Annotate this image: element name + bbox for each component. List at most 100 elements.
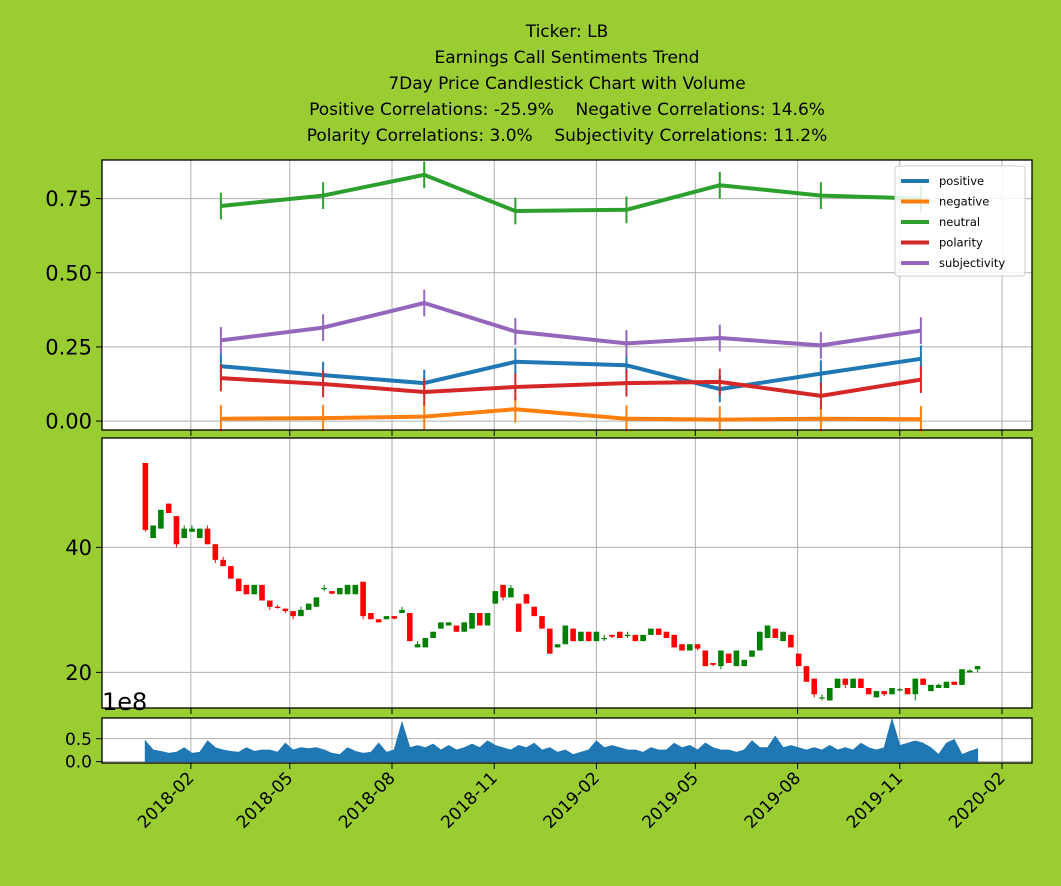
candle-body [508, 588, 514, 598]
candle-body [305, 603, 312, 610]
candle-body [298, 609, 304, 617]
candle-body [718, 650, 724, 667]
candle-body [904, 688, 911, 695]
candle-body [181, 528, 188, 538]
volume-frame [101, 717, 1033, 764]
candle-body [189, 528, 195, 532]
volume-area [144, 717, 979, 763]
legend-label-neutral: neutral [939, 215, 980, 229]
candle-body [702, 650, 709, 667]
candle-body [500, 584, 506, 598]
candle-body [920, 678, 926, 685]
candle-body [593, 631, 600, 642]
candle-body [523, 594, 530, 604]
candle-body [228, 566, 234, 579]
x-tick-label: 2019-02 [540, 768, 604, 832]
candle-body [655, 628, 662, 635]
sentiment-frame [101, 159, 1033, 431]
candle-body [780, 631, 786, 642]
candle-body [889, 688, 895, 695]
volume-y-tick-label: 0.0 [65, 753, 92, 773]
candle-body [476, 613, 483, 626]
candle-body [313, 597, 320, 607]
title-line-trend: Earnings Call Sentiments Trend [435, 48, 700, 68]
candle-body [881, 691, 888, 695]
candle-body [663, 631, 670, 638]
candle-body [772, 628, 779, 638]
candle-body [873, 691, 880, 698]
candle-body [795, 653, 802, 667]
candle-body [896, 689, 903, 691]
candle-body [142, 463, 149, 530]
candle-body [546, 628, 553, 654]
candle-body [686, 644, 693, 651]
sentiment-plot-area [102, 160, 1032, 430]
price-y-tick-label: 20 [65, 661, 92, 685]
candle-body [632, 634, 639, 642]
candle-body [204, 528, 211, 545]
candle-body [383, 616, 390, 620]
candle-body [694, 644, 701, 649]
title-line-candlestick: 7Day Price Candlestick Chart with Volume [388, 74, 745, 94]
candle-body [352, 584, 359, 595]
candle-body [391, 616, 398, 619]
series-line-neutral [220, 172, 921, 213]
candle-body [826, 688, 833, 701]
candle-body [679, 644, 685, 651]
candle-body [375, 619, 382, 623]
candle-body [329, 591, 335, 594]
candle-body [951, 681, 958, 685]
candle-body [368, 613, 374, 620]
x-tick-label: 2018-11 [437, 768, 501, 832]
candle-body [212, 544, 219, 560]
candle-body [609, 634, 615, 637]
candle-body [756, 631, 763, 651]
volume-scale-label: 1e8 [102, 688, 147, 716]
candle-body [422, 638, 429, 648]
price-frame [101, 437, 1033, 709]
candle-body [158, 509, 164, 529]
candle-body [959, 669, 965, 685]
candle-body [290, 611, 296, 617]
candle-body [438, 622, 444, 629]
candle-body [266, 600, 273, 607]
candle-body [243, 584, 250, 595]
candle-body [842, 678, 849, 685]
title-line-correlations-1: Positive Correlations: -25.9% Negative C… [309, 100, 825, 120]
candle-body [788, 634, 794, 648]
x-axis: 2018-02 2018-05 2018-08 2018-11 2019-02 2019-… [134, 768, 1009, 832]
legend-box [894, 165, 1026, 277]
candle-body [725, 653, 732, 663]
candle-body [578, 631, 584, 642]
candle-body [165, 503, 172, 513]
candle-body [484, 613, 491, 626]
candle-body [648, 628, 654, 635]
candle-body [360, 581, 366, 617]
candle-body [336, 588, 343, 595]
candle-body [282, 608, 289, 612]
x-tick-label: 2019-11 [843, 768, 907, 832]
candle-body [912, 678, 919, 695]
x-tick-label: 2018-08 [335, 768, 399, 832]
candle-body [399, 609, 405, 613]
candle-body [834, 678, 841, 688]
candle-body [539, 616, 545, 629]
x-tick-label: 2018-05 [233, 768, 297, 832]
price-plot-area [102, 438, 1032, 708]
candle-body [531, 606, 538, 617]
candle-body [515, 603, 522, 632]
candle-body [710, 663, 716, 665]
candle-body [554, 644, 561, 648]
candle-body [406, 613, 413, 642]
candle-body [274, 606, 281, 608]
candle-body [344, 584, 351, 595]
series-line-negative [220, 407, 921, 422]
candle-body [819, 697, 825, 699]
candle-body [671, 634, 678, 648]
candle-body [251, 584, 258, 595]
candle-body [749, 650, 755, 657]
candle-body [469, 613, 475, 629]
candle-body [601, 638, 608, 640]
candle-body [235, 578, 242, 592]
candle-body [570, 628, 576, 642]
